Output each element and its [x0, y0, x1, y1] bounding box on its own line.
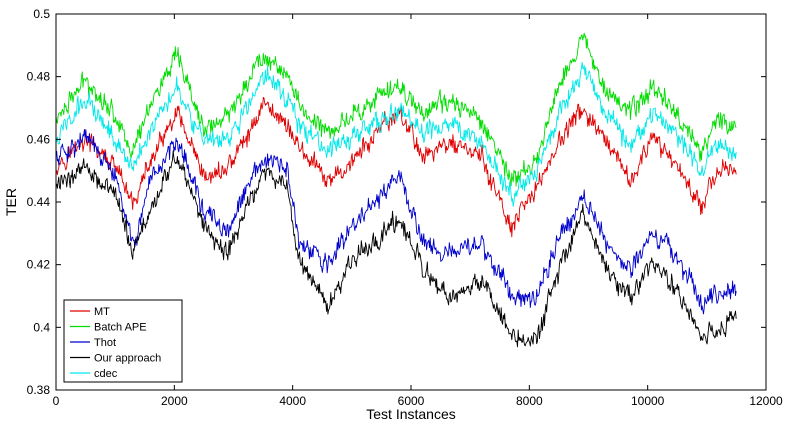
y-tick-label: 0.5	[33, 7, 50, 21]
x-axis-label: Test Instances	[366, 406, 456, 422]
legend-items: MT Batch APE Thot Our approach cdec	[70, 306, 161, 380]
y-tick-label: 0.46	[27, 132, 51, 146]
x-tick-label: 6000	[398, 394, 425, 408]
series-layer	[55, 32, 737, 348]
series-line-our-approach	[55, 150, 737, 348]
legend-label: cdec	[94, 368, 118, 380]
x-tick-label: 0	[53, 394, 60, 408]
legend-label: Thot	[94, 337, 116, 349]
legend-label: MT	[94, 306, 110, 318]
legend-label: Batch APE	[94, 322, 147, 334]
x-tick-label: 4000	[279, 394, 306, 408]
y-tick-label: 0.38	[27, 383, 51, 397]
x-tick-label: 10000	[631, 394, 665, 408]
x-tick-label: 8000	[516, 394, 543, 408]
y-tick-label: 0.42	[27, 258, 51, 272]
y-tick-label: 0.48	[27, 70, 51, 84]
legend-box	[63, 299, 183, 383]
series-line-thot	[55, 128, 737, 315]
ticks-layer: 0 2000 4000 6000 8000 10000 12000 0.38 0.4 0.42 0.…	[27, 7, 783, 408]
series-line-cdec	[55, 61, 737, 207]
y-axis-label: TER	[3, 188, 19, 216]
y-tick-label: 0.44	[27, 195, 51, 209]
legend-label: Our approach	[94, 353, 161, 365]
series-line-batch-ape	[55, 32, 737, 187]
x-tick-label: 2000	[161, 394, 188, 408]
x-tick-label: 12000	[749, 394, 783, 408]
legend: MT Batch APE Thot Our approach cdec	[63, 299, 183, 383]
y-tick-label: 0.4	[33, 320, 50, 334]
